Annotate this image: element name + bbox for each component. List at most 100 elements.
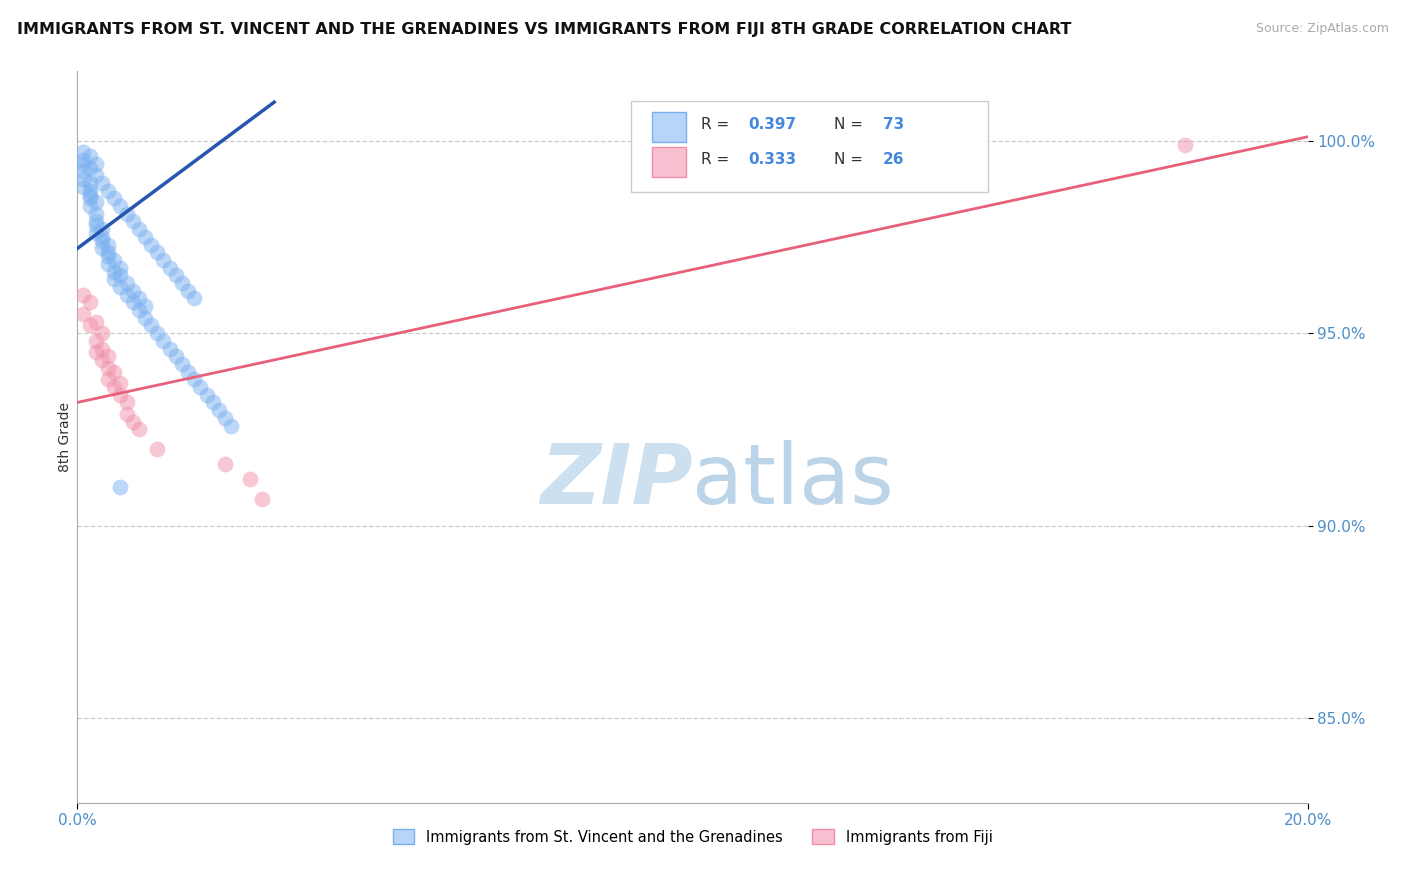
Point — [134, 230, 156, 244]
Point — [250, 491, 273, 506]
Point — [97, 372, 120, 386]
Bar — [652, 146, 686, 178]
Point — [146, 245, 169, 260]
Point — [128, 422, 150, 436]
Point — [128, 303, 150, 318]
Point — [97, 257, 120, 271]
Point — [239, 472, 262, 486]
Point — [170, 357, 193, 371]
Point — [84, 315, 107, 329]
Point — [97, 237, 120, 252]
Point — [134, 299, 156, 313]
Point — [141, 237, 163, 252]
Point — [152, 334, 174, 348]
Text: Source: ZipAtlas.com: Source: ZipAtlas.com — [1256, 22, 1389, 36]
Point — [79, 191, 101, 205]
Text: atlas: atlas — [693, 441, 894, 522]
Point — [79, 318, 101, 333]
Point — [79, 176, 101, 190]
Bar — [652, 112, 686, 143]
Text: 0.397: 0.397 — [748, 117, 796, 132]
Point — [90, 326, 114, 340]
Point — [128, 292, 150, 306]
Point — [90, 342, 114, 356]
Point — [103, 380, 125, 394]
Point — [208, 403, 231, 417]
Point — [115, 395, 138, 409]
Point — [103, 365, 125, 379]
Point — [219, 418, 242, 433]
Point — [103, 252, 125, 267]
Text: 26: 26 — [883, 153, 904, 168]
Text: IMMIGRANTS FROM ST. VINCENT AND THE GRENADINES VS IMMIGRANTS FROM FIJI 8TH GRADE: IMMIGRANTS FROM ST. VINCENT AND THE GREN… — [17, 22, 1071, 37]
Point — [128, 222, 150, 236]
Point — [110, 480, 132, 494]
Point — [110, 376, 132, 391]
Point — [121, 415, 143, 429]
Point — [103, 272, 125, 286]
Point — [103, 191, 125, 205]
Point — [141, 318, 163, 333]
Point — [84, 214, 107, 228]
Point — [84, 334, 107, 348]
Point — [90, 353, 114, 368]
Point — [121, 214, 143, 228]
Point — [72, 287, 94, 301]
Point — [84, 207, 107, 221]
Point — [170, 276, 193, 290]
Point — [72, 172, 94, 186]
Point — [79, 187, 101, 202]
Point — [146, 326, 169, 340]
Point — [110, 268, 132, 283]
Point — [90, 234, 114, 248]
Point — [72, 179, 94, 194]
Point — [183, 292, 205, 306]
Point — [188, 380, 212, 394]
Point — [1174, 137, 1197, 152]
Point — [121, 284, 143, 298]
Point — [97, 184, 120, 198]
Point — [84, 345, 107, 359]
Text: ZIP: ZIP — [540, 441, 693, 522]
Point — [97, 249, 120, 263]
Point — [90, 222, 114, 236]
Y-axis label: 8th Grade: 8th Grade — [58, 402, 72, 472]
Point — [79, 149, 101, 163]
Point — [152, 252, 174, 267]
Point — [177, 284, 200, 298]
Point — [110, 388, 132, 402]
Point — [134, 310, 156, 325]
Point — [115, 287, 138, 301]
Point — [97, 349, 120, 363]
Text: N =: N = — [834, 117, 868, 132]
Point — [110, 199, 132, 213]
Point — [103, 264, 125, 278]
Text: 73: 73 — [883, 117, 904, 132]
Text: R =: R = — [702, 153, 734, 168]
Point — [115, 276, 138, 290]
Point — [214, 410, 236, 425]
Point — [146, 442, 169, 456]
Point — [159, 342, 181, 356]
Point — [72, 307, 94, 321]
Point — [159, 260, 181, 275]
Point — [110, 280, 132, 294]
Point — [79, 295, 101, 310]
Point — [90, 176, 114, 190]
Point — [90, 230, 114, 244]
Point — [165, 268, 187, 283]
Point — [201, 395, 224, 409]
Point — [72, 153, 94, 167]
Point — [214, 457, 236, 471]
Point — [72, 157, 94, 171]
Point — [97, 245, 120, 260]
Legend: Immigrants from St. Vincent and the Grenadines, Immigrants from Fiji: Immigrants from St. Vincent and the Gren… — [387, 823, 998, 850]
Point — [84, 219, 107, 233]
Text: N =: N = — [834, 153, 868, 168]
Point — [115, 207, 138, 221]
Point — [72, 164, 94, 178]
Point — [84, 169, 107, 183]
Point — [110, 260, 132, 275]
Point — [90, 242, 114, 256]
Point — [195, 388, 218, 402]
